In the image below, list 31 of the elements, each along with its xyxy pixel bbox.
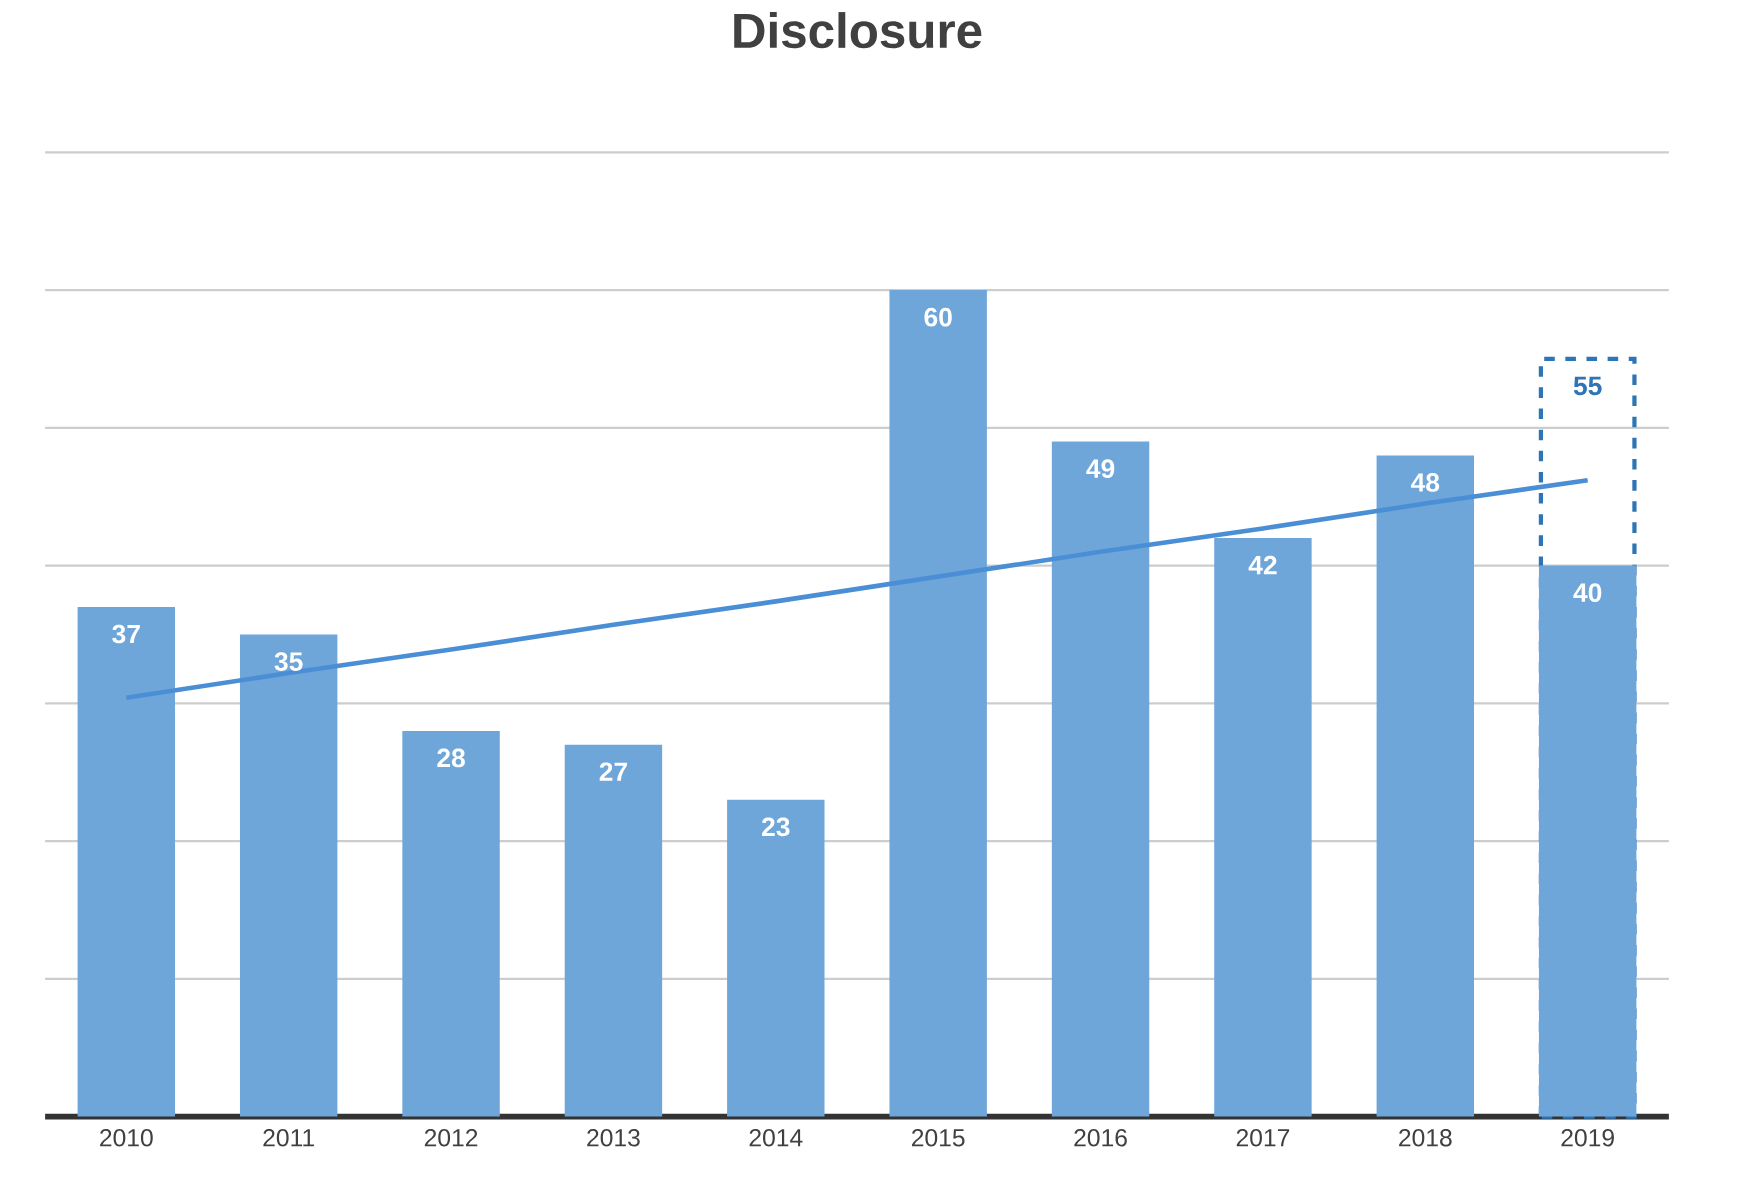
x-tick-label: 2013 xyxy=(587,1129,640,1147)
x-tick-label: 2018 xyxy=(1399,1129,1452,1147)
chart-title: Disclosure xyxy=(734,12,982,49)
x-tick-label: 2015 xyxy=(911,1129,965,1147)
bar xyxy=(1051,441,1150,1117)
data-label: 60 xyxy=(924,307,952,327)
bar xyxy=(77,607,176,1117)
x-tick-label: 2014 xyxy=(749,1129,803,1147)
x-tick-label: 2012 xyxy=(424,1129,478,1147)
x-tick-label: 2011 xyxy=(263,1129,314,1147)
data-label: 35 xyxy=(274,652,303,672)
data-label: 48 xyxy=(1411,473,1440,492)
x-tick-label: 2017 xyxy=(1236,1129,1290,1147)
data-label: 42 xyxy=(1248,555,1277,575)
data-label: 27 xyxy=(599,762,627,781)
bar xyxy=(239,634,338,1117)
data-label: 28 xyxy=(437,748,465,768)
x-tick-label: 2016 xyxy=(1074,1129,1127,1147)
data-label: 40 xyxy=(1573,583,1602,603)
bar xyxy=(1376,455,1475,1117)
bar xyxy=(889,290,987,1117)
data-label: 37 xyxy=(112,624,140,644)
x-tick-label: 2010 xyxy=(100,1129,153,1147)
data-label: 49 xyxy=(1086,459,1115,479)
data-label: 55 xyxy=(1573,376,1602,396)
bar xyxy=(727,799,825,1117)
bar xyxy=(402,731,500,1117)
bar xyxy=(1214,538,1312,1117)
data-label: 23 xyxy=(762,817,790,837)
bar xyxy=(564,744,663,1117)
x-tick-label: 2019 xyxy=(1561,1129,1614,1147)
